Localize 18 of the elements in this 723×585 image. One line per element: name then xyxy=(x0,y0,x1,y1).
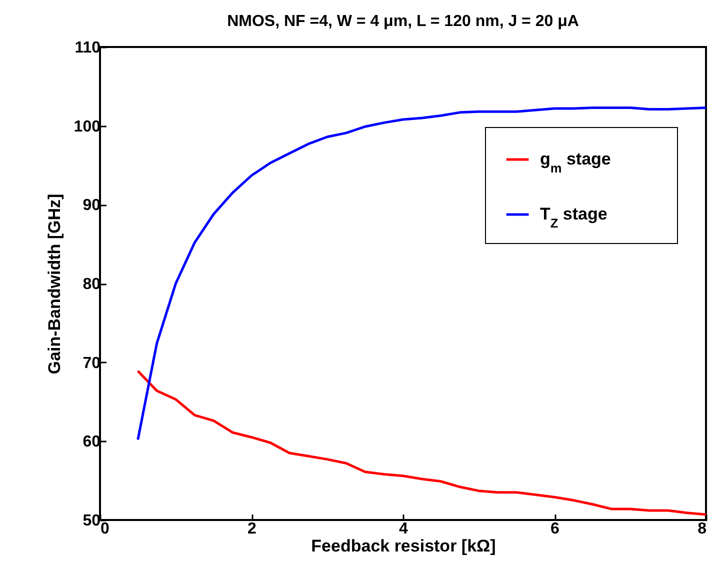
x-tick-label: 4 xyxy=(399,520,408,538)
line-series xyxy=(136,370,708,516)
x-tick-label: 2 xyxy=(248,520,257,538)
legend-label: g$_{m}$ stage xyxy=(540,150,611,175)
y-tick-label: 100 xyxy=(74,118,101,136)
y-axis-title: Gain-Bandwidth [GHz] xyxy=(44,194,64,374)
line-series xyxy=(136,106,708,441)
x-tick-label: 0 xyxy=(100,520,110,538)
legend-label: T$_{Z}$ stage xyxy=(540,204,608,230)
y-tick-label: 50 xyxy=(82,512,101,530)
y-tick-label: 60 xyxy=(82,434,101,451)
x-axis-title: Feedback resistor [kΩ] xyxy=(311,536,496,556)
x-tick-label: 8 xyxy=(698,520,707,538)
y-tick-label: 80 xyxy=(82,276,101,293)
x-tick-label: 6 xyxy=(550,520,560,538)
chart-title: NMOS, NF =4, W = 4 μm, L = 120 nm, J = 20 μA xyxy=(227,13,580,30)
y-tick-label: 90 xyxy=(82,197,101,214)
y-tick-label: 110 xyxy=(74,40,101,56)
